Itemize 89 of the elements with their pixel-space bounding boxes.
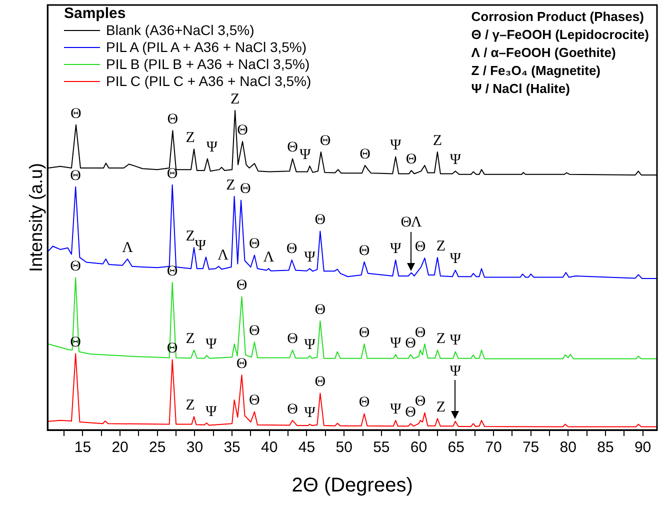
annotation: Ψ [300,146,312,163]
annotation: Θ [287,401,298,418]
text: Z / Fe₃O₄ (Magnetite) [471,62,602,80]
annotation: Θ [70,258,82,275]
annotation: Z [230,91,240,108]
text: Θ / γ–FeOOH (Lepidocrocite) [471,26,649,44]
annotation: Θ [286,240,298,257]
text: Ψ / NaCl (Halite) [471,80,571,98]
annotation: Ψ [194,238,207,254]
x-tick-label: 45 [298,439,316,456]
legend-title: Samples [64,5,127,22]
legend-label: PIL A (PIL A + A36 + NaCl 3,5%) [106,39,307,56]
x-tick-label: 30 [186,439,204,456]
x-tick-label: 35 [224,439,240,456]
x-tick-label: 60 [410,439,428,456]
annotation: Z [226,177,236,194]
annotation: Θ [166,263,178,280]
annotation: Ψ [304,336,316,353]
annotation: Ψ [206,404,218,420]
annotation: Z [186,130,195,146]
y-axis-title: Intensity (a.u) [26,162,46,272]
annotation: Ψ [390,401,402,418]
x-axis-title: 2Θ (Degrees) [292,474,413,497]
annotation: Θ [237,122,248,138]
annotation: Θ [320,132,331,149]
annotation: Z [186,331,195,348]
x-tick-label: 25 [149,439,166,456]
annotation: Λ [122,240,134,256]
annotation: Ψ [450,251,462,268]
annotation: Θ [314,302,326,318]
annotation: Ψ [206,140,218,156]
annotation: Ψ [450,152,462,168]
annotation: Θ [405,336,416,352]
annotation: Θ [240,181,252,198]
text: Corrosion Product (Phases) [471,8,645,26]
x-tick-label: 85 [597,439,614,456]
annotation: Ψ [390,138,402,154]
legend-label: PIL C (PIL C + A36 + NaCl 3,5%) [106,73,312,90]
annotation: Ψ [390,240,402,257]
annotation: Θ [70,106,82,122]
annotation: Z [436,399,446,416]
legend-label: PIL B (PIL B + A36 + NaCl 3,5%) [106,56,310,73]
x-tick-label: 65 [448,439,464,456]
annotation: Θ [166,166,178,182]
annotation: Z [436,238,446,254]
annotation: Θ [287,331,298,348]
annotation: Θ [249,323,260,340]
x-tick-label: 70 [485,439,502,456]
annotation: Ψ [450,363,462,380]
x-tick-label: 40 [261,439,278,456]
text: Λ / α–FeOOH (Goethite) [471,44,617,62]
x-tick-label: 15 [74,439,92,456]
annotation: Θ [358,242,370,259]
x-tick-label: 75 [522,439,540,456]
annotation: Θ [314,374,326,390]
annotation: Ψ [390,336,402,352]
x-tick-label: 55 [373,439,390,456]
x-tick-label: 90 [634,439,652,456]
x-tick-label: 20 [112,439,128,456]
annotation: Λ [218,247,229,264]
annotation: Θ [236,356,248,372]
x-tick-label: 80 [560,439,576,456]
annotation: Ψ [304,250,316,266]
annotation: Θ [314,212,326,228]
annotation: Θ [360,146,371,162]
annotation: Θ [414,324,426,341]
annotation: Θ [414,394,426,410]
annotation: Z [186,228,195,244]
annotation: Λ [263,250,274,266]
annotation: Θ [249,236,260,252]
annotation: Θ [287,140,298,156]
annotation: Ψ [450,332,462,349]
annotation: Z [186,398,195,414]
annotation: Θ [358,394,370,411]
annotation: Θ [406,151,417,168]
annotation: Θ [405,404,416,421]
legend-label: Blank (A36+NaCl 3,5%) [106,22,254,39]
annotation: Θ [414,239,426,256]
annotation: Θ [358,324,370,341]
annotation: Θ [167,112,178,128]
annotation: Θ [70,168,82,184]
annotation: Ψ [304,405,316,422]
annotation: Z [436,331,446,348]
annotation: Θ [236,278,248,294]
annotation: Ψ [206,336,218,352]
annotation: Z [432,132,442,149]
annotation: ΘΛ [400,214,422,231]
x-tick-label: 50 [336,439,352,456]
annotation: Θ [249,392,260,409]
